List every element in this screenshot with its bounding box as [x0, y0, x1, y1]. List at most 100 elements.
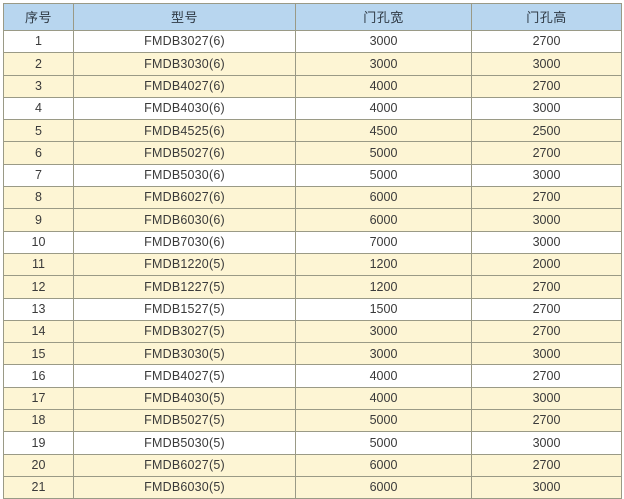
table-cell-width: 5000 [295, 431, 472, 455]
table-cell-width: 1200 [295, 275, 472, 299]
table-cell-index: 13 [3, 297, 74, 321]
table-row: 19 FMDB5030(5) 5000 3000 [3, 431, 622, 455]
table-row: 4 FMDB4030(6) 4000 3000 [3, 96, 622, 121]
table-cell-height: 2700 [471, 186, 622, 210]
table-cell-height: 2700 [471, 364, 622, 388]
table-cell-width: 4000 [295, 74, 472, 98]
table-cell-height: 3000 [471, 52, 622, 76]
table-cell-height: 2700 [471, 409, 622, 433]
table-row: 16 FMDB4027(5) 4000 2700 [3, 364, 622, 388]
table-cell-model: FMDB7030(6) [73, 230, 296, 254]
table-cell-width: 6000 [295, 186, 472, 210]
table-row: 2 FMDB3030(6) 3000 3000 [3, 52, 622, 76]
table-row: 17 FMDB4030(5) 4000 3000 [3, 386, 622, 411]
table-cell-model: FMDB3030(5) [73, 342, 296, 366]
table-cell-index: 15 [3, 342, 74, 366]
table-row: 20 FMDB6027(5) 6000 2700 [3, 453, 622, 477]
table-cell-width: 3000 [295, 52, 472, 76]
table-cell-model: FMDB6027(5) [73, 453, 296, 477]
table-cell-model: FMDB6030(6) [73, 208, 296, 232]
table-cell-index: 9 [3, 208, 74, 232]
table-cell-width: 3000 [295, 342, 472, 366]
table-row: 6 FMDB5027(6) 5000 2700 [3, 141, 622, 165]
table-cell-model: FMDB3027(5) [73, 319, 296, 344]
table-cell-index: 20 [3, 453, 74, 477]
table-cell-model: FMDB5027(6) [73, 141, 296, 165]
table-cell-index: 3 [3, 74, 74, 98]
table-cell-width: 4500 [295, 119, 472, 143]
table-cell-width: 4000 [295, 96, 472, 121]
table-cell-model: FMDB6027(6) [73, 186, 296, 210]
table-cell-width: 4000 [295, 386, 472, 411]
table-row: 5 FMDB4525(6) 4500 2500 [3, 119, 622, 143]
table-cell-model: FMDB1527(5) [73, 297, 296, 321]
table-cell-model: FMDB6030(5) [73, 475, 296, 499]
table-cell-index: 21 [3, 475, 74, 499]
table-row: 12 FMDB1227(5) 1200 2700 [3, 275, 622, 299]
table-row: 14 FMDB3027(5) 3000 2700 [3, 319, 622, 344]
table-cell-model: FMDB4027(5) [73, 364, 296, 388]
table-cell-height: 3000 [471, 475, 622, 499]
table-cell-model: FMDB1220(5) [73, 252, 296, 277]
table-row: 18 FMDB5027(5) 5000 2700 [3, 409, 622, 433]
table-row: 3 FMDB4027(6) 4000 2700 [3, 74, 622, 98]
table-cell-index: 5 [3, 119, 74, 143]
table-cell-index: 18 [3, 409, 74, 433]
table-cell-index: 7 [3, 163, 74, 188]
table-cell-width: 6000 [295, 453, 472, 477]
table-cell-model: FMDB1227(5) [73, 275, 296, 299]
table-cell-height: 2700 [471, 297, 622, 321]
table-cell-width: 1500 [295, 297, 472, 321]
table-cell-index: 8 [3, 186, 74, 210]
table-cell-width: 5000 [295, 409, 472, 433]
table-row: 13 FMDB1527(5) 1500 2700 [3, 297, 622, 321]
table-cell-index: 11 [3, 252, 74, 277]
table-cell-index: 17 [3, 386, 74, 411]
table-cell-index: 1 [3, 29, 74, 54]
table-row: 11 FMDB1220(5) 1200 2000 [3, 252, 622, 277]
table-header: 序号 型号 门孔宽 门孔高 [3, 3, 622, 31]
table-cell-width: 3000 [295, 29, 472, 54]
table-cell-height: 3000 [471, 208, 622, 232]
table-cell-model: FMDB3030(6) [73, 52, 296, 76]
table-cell-index: 4 [3, 96, 74, 121]
table-cell-height: 3000 [471, 386, 622, 411]
table-row: 15 FMDB3030(5) 3000 3000 [3, 342, 622, 366]
table-cell-height: 2700 [471, 275, 622, 299]
table-cell-model: FMDB4027(6) [73, 74, 296, 98]
table-cell-height: 3000 [471, 163, 622, 188]
table-row: 10 FMDB7030(6) 7000 3000 [3, 230, 622, 254]
table-cell-model: FMDB4030(5) [73, 386, 296, 411]
column-header-height: 门孔高 [471, 3, 622, 31]
table-cell-width: 6000 [295, 475, 472, 499]
table-row: 1 FMDB3027(6) 3000 2700 [3, 29, 622, 54]
table-cell-height: 3000 [471, 230, 622, 254]
table-cell-width: 1200 [295, 252, 472, 277]
table-cell-width: 3000 [295, 319, 472, 344]
table-cell-index: 6 [3, 141, 74, 165]
table-cell-width: 5000 [295, 163, 472, 188]
table-cell-height: 2700 [471, 453, 622, 477]
table-cell-height: 2700 [471, 74, 622, 98]
table-cell-width: 4000 [295, 364, 472, 388]
table-row: 9 FMDB6030(6) 6000 3000 [3, 208, 622, 232]
table-cell-height: 2700 [471, 319, 622, 344]
spec-table-container: 序号 型号 门孔宽 门孔高 1 FMDB3027(6) 3000 2700 2 FMDB3… [3, 3, 622, 499]
table-cell-height: 3000 [471, 431, 622, 455]
door-specification-table: 序号 型号 门孔宽 门孔高 1 FMDB3027(6) 3000 2700 2 FMDB3… [3, 3, 622, 499]
table-cell-model: FMDB5030(5) [73, 431, 296, 455]
table-cell-height: 2000 [471, 252, 622, 277]
table-body: 1 FMDB3027(6) 3000 2700 2 FMDB3030(6) 3000 3000… [3, 29, 622, 499]
table-cell-model: FMDB4525(6) [73, 119, 296, 143]
table-cell-height: 2700 [471, 141, 622, 165]
table-cell-model: FMDB5030(6) [73, 163, 296, 188]
table-cell-index: 12 [3, 275, 74, 299]
table-cell-height: 3000 [471, 96, 622, 121]
table-cell-index: 2 [3, 52, 74, 76]
table-cell-index: 10 [3, 230, 74, 254]
table-cell-width: 6000 [295, 208, 472, 232]
table-row: 7 FMDB5030(6) 5000 3000 [3, 163, 622, 188]
table-cell-model: FMDB5027(5) [73, 409, 296, 433]
table-cell-model: FMDB3027(6) [73, 29, 296, 54]
column-header-index: 序号 [3, 3, 74, 31]
